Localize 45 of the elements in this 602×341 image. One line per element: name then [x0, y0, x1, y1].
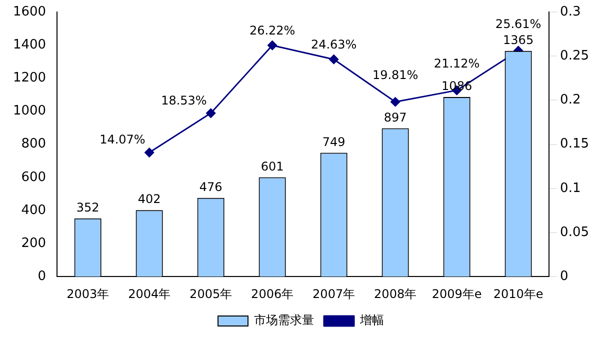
data-label: 25.61% [495, 16, 542, 31]
x-tick-label: 2010年e [493, 286, 544, 301]
y-tick-label: 1400 [12, 37, 46, 52]
y2-tick-label: 0.25 [560, 48, 590, 64]
point [268, 40, 278, 50]
data-label: 402 [138, 192, 161, 206]
data-label: 749 [322, 134, 346, 149]
x-tick-label: 2007年 [312, 286, 356, 301]
data-label: 352 [76, 200, 100, 215]
y2-tick-label: 0.1 [560, 180, 581, 196]
x-tick-label: 2006年 [251, 286, 294, 301]
point [206, 108, 216, 118]
data-label: 19.81% [372, 68, 418, 82]
data-label: 24.63% [310, 37, 357, 52]
y2-tick-label: 0.3 [560, 4, 581, 20]
data-label: 476 [199, 180, 222, 194]
data-label: 18.53% [161, 93, 207, 108]
y-tick-label: 200 [21, 236, 46, 251]
data-label: 26.22% [249, 23, 296, 38]
y2-tick-label: 0.15 [560, 136, 590, 152]
y-tick-label: 400 [21, 202, 46, 218]
point [329, 54, 339, 64]
legend-label: 增幅 [359, 313, 384, 328]
y2-tick-label: 0 [560, 268, 568, 284]
y-tick-label: 1200 [12, 70, 46, 86]
x-tick-label: 2004年 [128, 286, 171, 301]
legend-label: 市场需求量 [254, 313, 314, 328]
y-tick-label: 800 [21, 136, 46, 152]
y2-tick-label: 0.2 [560, 92, 581, 108]
data-label: 14.07% [100, 132, 146, 147]
x-tick-label: 2005年 [190, 286, 232, 301]
data-label: 21.12% [434, 56, 480, 70]
y-tick-label: 600 [21, 170, 46, 185]
data-label: 897 [384, 110, 407, 124]
y-tick-label: 1600 [12, 4, 46, 20]
data-label: 601 [260, 159, 284, 174]
point [144, 148, 154, 158]
y-tick-label: 0 [38, 268, 46, 284]
point [390, 97, 400, 107]
y-tick-label: 1000 [12, 104, 46, 119]
data-label: 1365 [503, 32, 534, 47]
x-tick-label: 2003年 [66, 286, 110, 301]
x-tick-label: 2009年e [432, 286, 482, 301]
x-tick-label: 2008年 [374, 286, 417, 301]
y2-tick-label: 0.05 [560, 224, 590, 240]
